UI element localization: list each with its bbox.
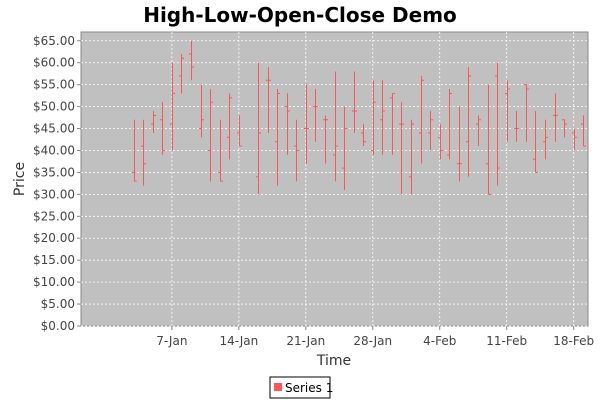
hloc-bar xyxy=(132,119,137,182)
hloc-bar xyxy=(476,115,481,147)
hloc-bar xyxy=(151,110,156,133)
hloc-bar xyxy=(285,93,290,155)
hloc-bar xyxy=(361,124,366,147)
series-1-marks xyxy=(132,40,586,195)
y-tick-label: $35.00 xyxy=(33,165,75,179)
y-tick-label: $60.00 xyxy=(33,56,75,70)
x-tick-label: 4-Feb xyxy=(423,334,456,348)
y-tick-label: $30.00 xyxy=(33,187,75,201)
y-tick-label: $40.00 xyxy=(33,143,75,157)
hloc-bar xyxy=(294,119,299,182)
y-tick-label: $10.00 xyxy=(33,275,75,289)
y-tick-label: $20.00 xyxy=(33,231,75,245)
x-tick-label: 14-Jan xyxy=(219,334,258,348)
hloc-bar xyxy=(218,119,223,182)
x-tick-label: 28-Jan xyxy=(353,334,392,348)
plot-area xyxy=(80,31,589,327)
y-tick-label: $45.00 xyxy=(33,122,75,136)
y-tick-label: $5.00 xyxy=(41,297,75,311)
hloc-bar xyxy=(447,89,452,160)
x-tick-label: 18-Feb xyxy=(553,334,594,348)
y-tick-label: $65.00 xyxy=(33,34,75,48)
legend-box xyxy=(269,376,331,399)
hloc-bar xyxy=(572,128,577,151)
x-tick-label: 21-Jan xyxy=(286,334,325,348)
grid-lines xyxy=(81,32,588,327)
chart-title: High-Low-Open-Close Demo xyxy=(143,3,457,27)
hloc-bar xyxy=(390,92,395,155)
hloc-bar xyxy=(313,89,318,142)
hloc-bar xyxy=(266,67,271,133)
hloc-bar xyxy=(160,102,165,155)
y-axis: $0.00 $5.00 $10.00 $15.00 $20.00 $25.00 $30.00… xyxy=(33,34,81,333)
hloc-bar xyxy=(256,62,261,195)
y-tick-label: $0.00 xyxy=(41,319,75,333)
hloc-bar xyxy=(179,53,184,94)
hloc-bar xyxy=(380,80,385,155)
y-tick-label: $15.00 xyxy=(33,253,75,267)
y-tick-label: $50.00 xyxy=(33,100,75,114)
hloc-bar xyxy=(342,106,347,190)
hloc-bar xyxy=(409,119,414,195)
hloc-bar xyxy=(170,62,175,151)
hloc-bar xyxy=(562,119,567,138)
hloc-bar xyxy=(486,84,491,195)
hloc-bar xyxy=(457,106,462,182)
hloc-bar xyxy=(495,62,500,186)
hloc-bar xyxy=(524,84,529,142)
hloc-bar xyxy=(199,84,204,138)
x-tick-label: 11-Feb xyxy=(486,334,527,348)
hloc-bar xyxy=(428,110,433,151)
hloc-bar xyxy=(208,89,213,182)
hloc-bar xyxy=(352,71,357,133)
hloc-bar xyxy=(237,115,242,147)
x-axis: 7-Jan 14-Jan 21-Jan 28-Jan 4-Feb 11-Feb 18-Feb xyxy=(156,326,594,348)
hloc-bar xyxy=(189,40,194,81)
hloc-bar xyxy=(581,115,586,147)
hloc-bar xyxy=(333,71,338,182)
hloc-bar xyxy=(275,89,280,186)
hloc-bar xyxy=(438,124,443,160)
y-tick-label: $25.00 xyxy=(33,209,75,223)
hloc-bar xyxy=(505,80,510,142)
hloc-bar xyxy=(466,67,471,177)
legend: Series 1 xyxy=(269,376,333,399)
hloc-bar xyxy=(419,75,424,164)
hloc-bar xyxy=(553,93,558,142)
legend-swatch xyxy=(274,383,282,391)
hloc-bar xyxy=(533,110,538,173)
hloc-bar xyxy=(371,80,376,155)
hloc-bar xyxy=(514,110,519,142)
hloc-bar xyxy=(323,115,328,164)
hloc-bar xyxy=(141,119,146,186)
hloc-bar xyxy=(304,84,309,164)
hloc-bar xyxy=(227,93,232,160)
x-axis-label: Time xyxy=(316,353,351,369)
x-tick-label: 7-Jan xyxy=(156,334,187,348)
hloc-bar xyxy=(399,102,404,195)
hloc-bar xyxy=(543,119,548,160)
y-axis-label: Price xyxy=(12,162,28,196)
y-tick-label: $55.00 xyxy=(33,78,75,92)
legend-label: Series 1 xyxy=(285,381,333,395)
